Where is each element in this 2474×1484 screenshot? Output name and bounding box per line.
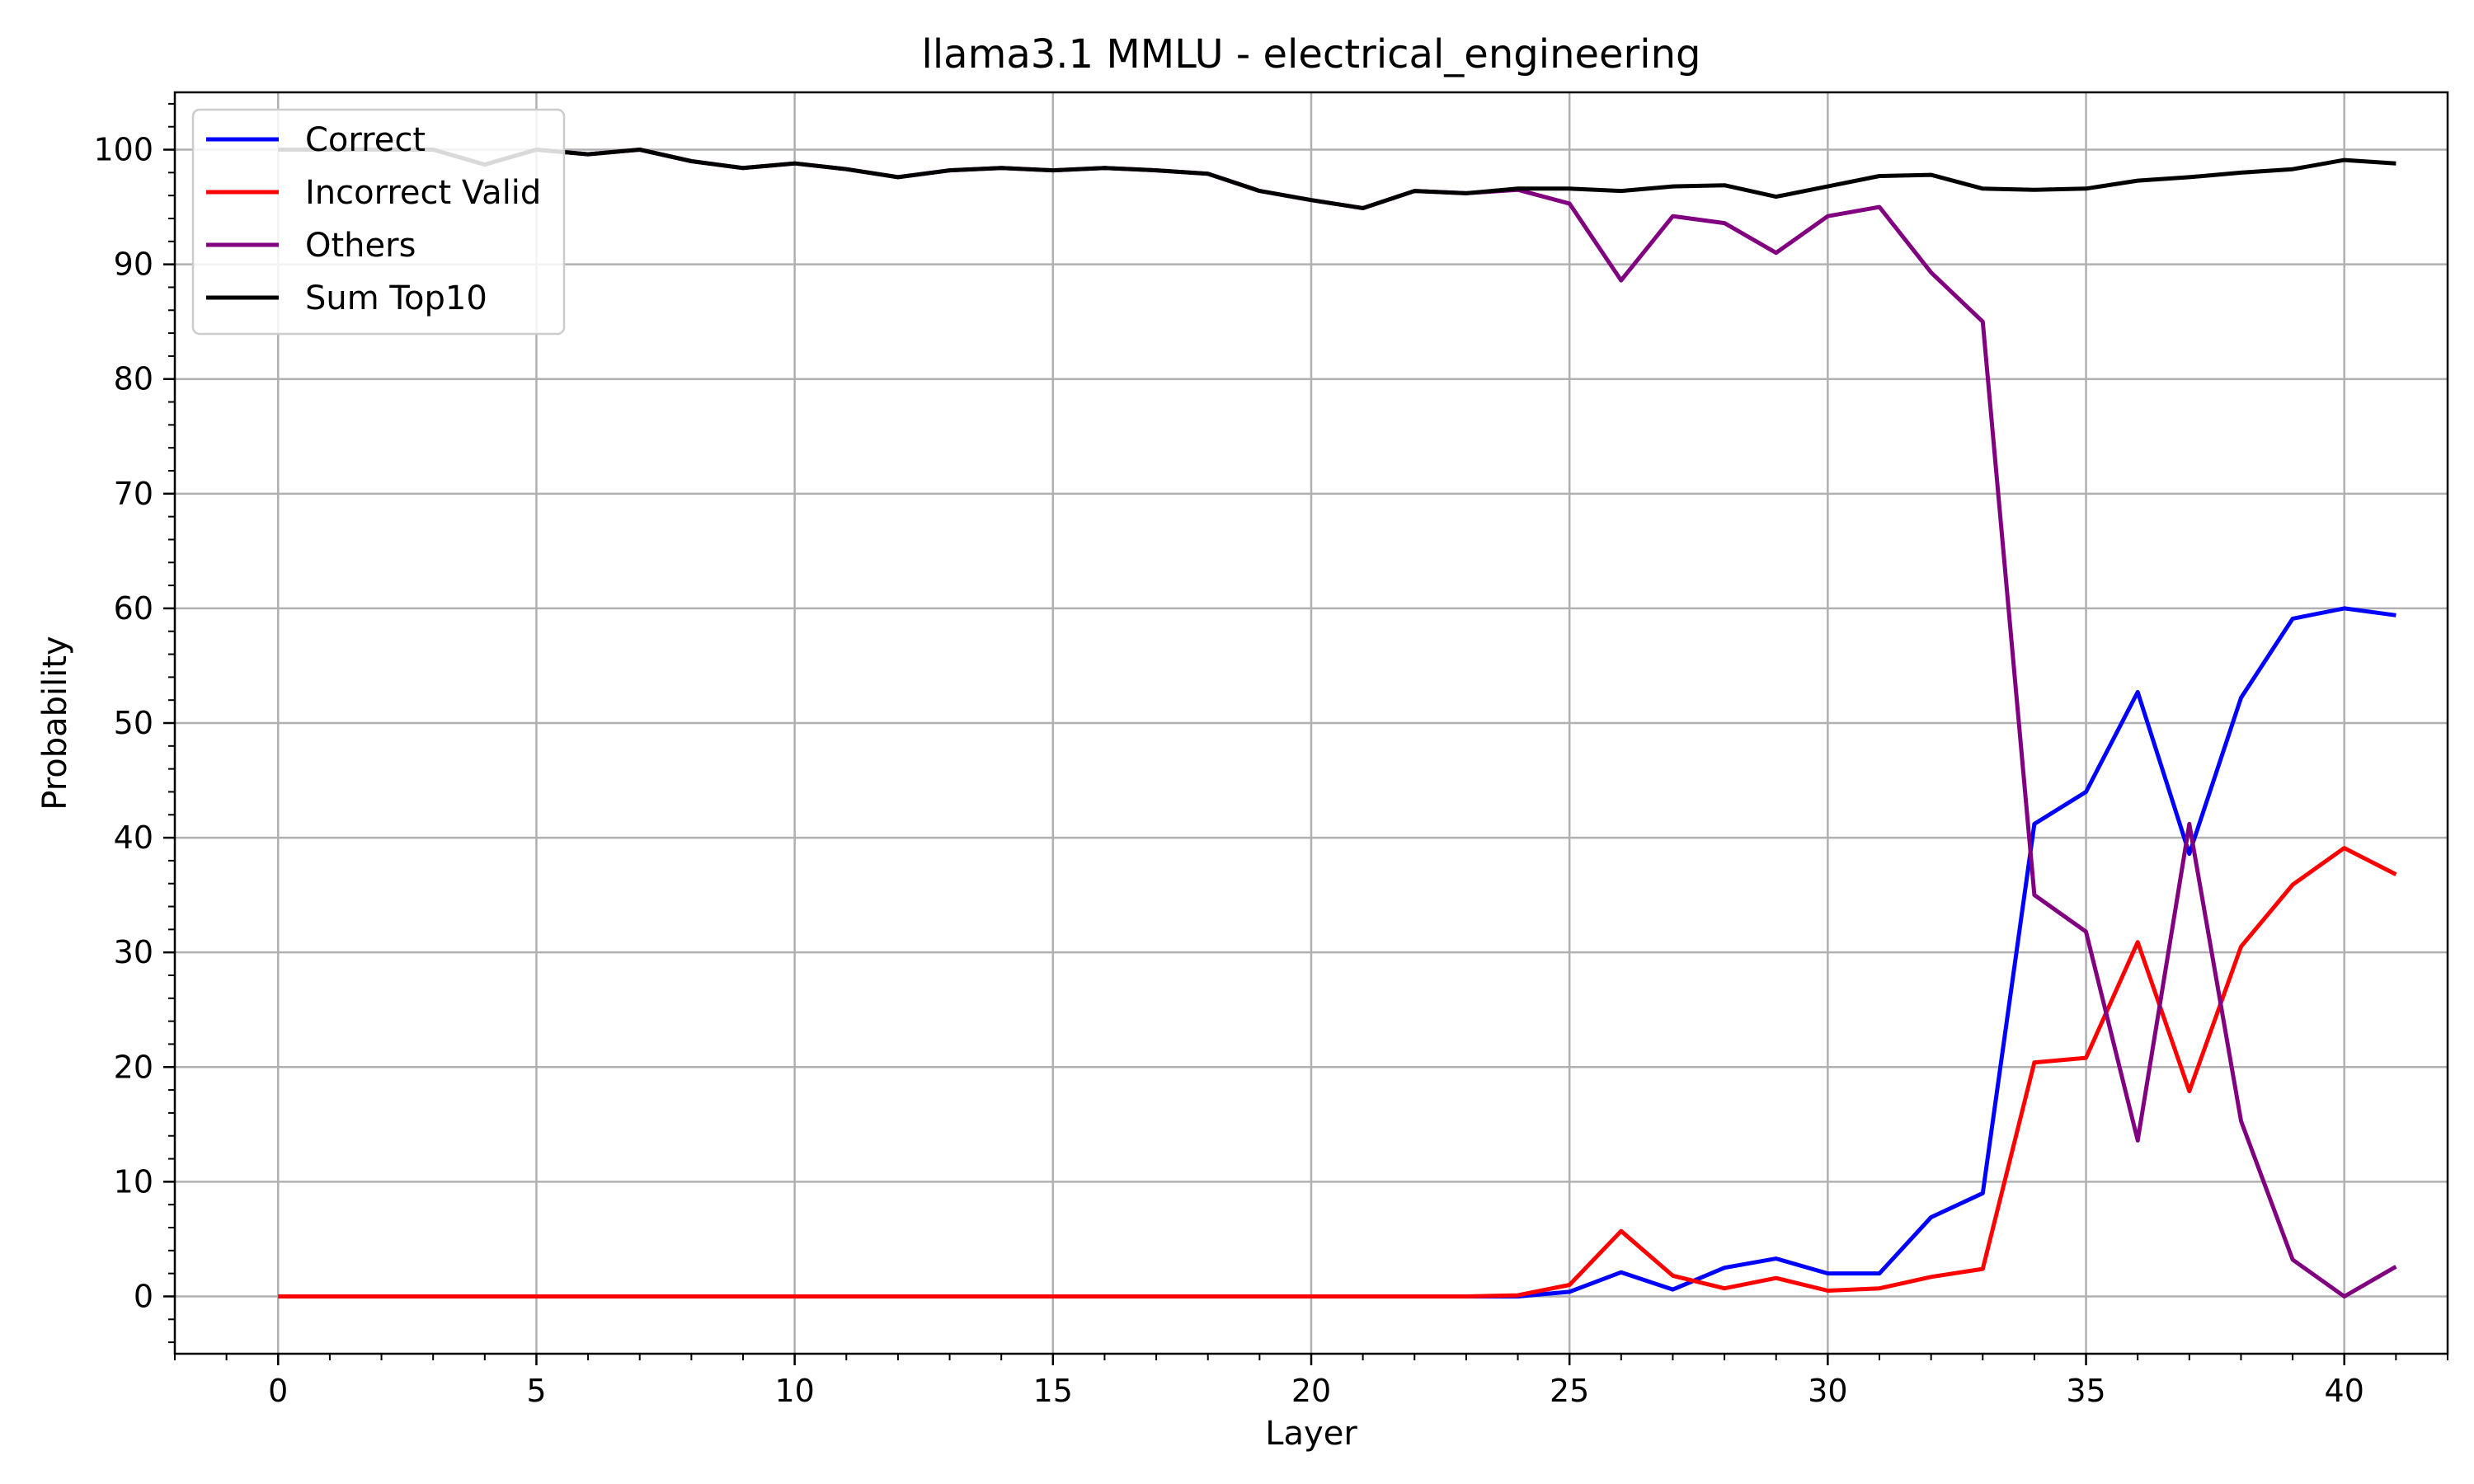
axis-ticks: 0 5 10 15 20 25 30 35 40 0 10 20 30 40 50 60 70 80 90 100 — [93, 102, 2448, 1409]
x-tick-label: 30 — [1808, 1373, 1847, 1409]
legend-label-sum-top10: Sum Top10 — [305, 279, 487, 317]
y-axis-title: Probability — [36, 636, 74, 810]
x-tick-label: 25 — [1550, 1373, 1589, 1409]
legend: Correct Incorrect Valid Others Sum Top10 — [191, 108, 566, 336]
series-line-incorrect-valid — [278, 846, 2397, 1298]
legend-box — [191, 108, 566, 336]
y-tick-label: 30 — [114, 934, 153, 970]
x-axis-title: Layer — [1265, 1415, 1357, 1453]
series-lines — [278, 148, 2397, 1298]
legend-label-correct: Correct — [305, 121, 426, 159]
x-tick-label: 35 — [2066, 1373, 2105, 1409]
y-tick-label: 50 — [114, 705, 153, 741]
y-tick-label: 0 — [134, 1278, 153, 1314]
y-tick-label: 60 — [114, 590, 153, 627]
x-tick-label: 20 — [1291, 1373, 1331, 1409]
y-tick-label: 10 — [114, 1163, 153, 1200]
x-tick-label: 10 — [774, 1373, 814, 1409]
x-tick-label: 15 — [1033, 1373, 1073, 1409]
series-line-sum-top10 — [278, 148, 2396, 210]
y-tick-label: 70 — [114, 476, 153, 512]
y-tick-label: 80 — [114, 361, 153, 397]
legend-label-incorrect-valid: Incorrect Valid — [305, 174, 541, 212]
y-tick-label: 100 — [93, 132, 153, 168]
x-tick-label: 5 — [526, 1373, 546, 1409]
x-tick-label: 40 — [2325, 1373, 2364, 1409]
y-tick-label: 20 — [114, 1049, 153, 1085]
x-tick-label: 0 — [268, 1373, 288, 1409]
legend-label-others: Others — [305, 227, 416, 265]
y-tick-label: 90 — [114, 247, 153, 283]
y-tick-label: 40 — [114, 819, 153, 856]
chart-title: llama3.1 MMLU - electrical_engineering — [921, 31, 1700, 77]
